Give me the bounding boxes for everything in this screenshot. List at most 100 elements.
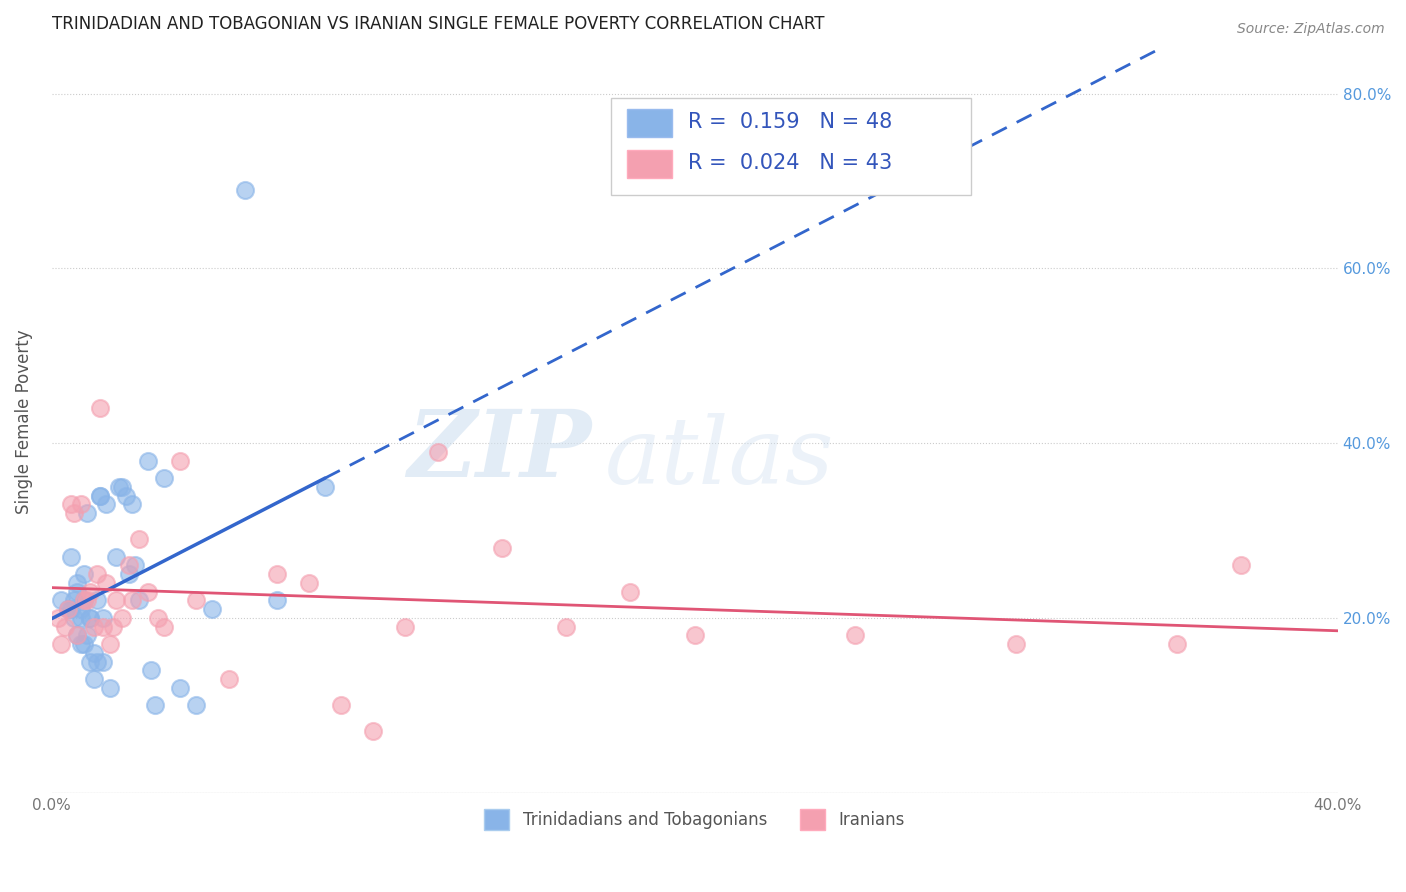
Point bbox=[143, 698, 166, 713]
Point bbox=[111, 611, 134, 625]
Point bbox=[153, 471, 176, 485]
Point bbox=[101, 619, 124, 633]
Point bbox=[98, 637, 121, 651]
Point bbox=[218, 672, 240, 686]
Point bbox=[83, 619, 105, 633]
Point bbox=[63, 611, 86, 625]
Point bbox=[314, 480, 336, 494]
Point bbox=[128, 533, 150, 547]
Point bbox=[683, 628, 706, 642]
Point bbox=[169, 681, 191, 695]
Point bbox=[60, 497, 83, 511]
Point bbox=[96, 497, 118, 511]
Point bbox=[105, 549, 128, 564]
Point bbox=[186, 593, 208, 607]
Point bbox=[91, 655, 114, 669]
Point bbox=[136, 584, 159, 599]
Point bbox=[66, 628, 89, 642]
Point bbox=[69, 497, 91, 511]
Point bbox=[128, 593, 150, 607]
Point bbox=[186, 698, 208, 713]
Point bbox=[619, 584, 641, 599]
Point bbox=[118, 567, 141, 582]
Point bbox=[555, 619, 578, 633]
Point bbox=[108, 480, 131, 494]
Point bbox=[233, 183, 256, 197]
Point bbox=[96, 575, 118, 590]
Point bbox=[89, 489, 111, 503]
Point bbox=[63, 593, 86, 607]
Point bbox=[361, 724, 384, 739]
Point bbox=[105, 593, 128, 607]
Point bbox=[91, 619, 114, 633]
Point bbox=[201, 602, 224, 616]
Point bbox=[266, 567, 288, 582]
Point bbox=[141, 663, 163, 677]
Point bbox=[98, 681, 121, 695]
Point bbox=[86, 655, 108, 669]
Text: atlas: atlas bbox=[605, 413, 834, 503]
Y-axis label: Single Female Poverty: Single Female Poverty bbox=[15, 329, 32, 514]
Legend: Trinidadians and Tobagonians, Iranians: Trinidadians and Tobagonians, Iranians bbox=[478, 803, 911, 837]
Point bbox=[79, 611, 101, 625]
Point bbox=[83, 672, 105, 686]
Point bbox=[51, 637, 73, 651]
Point bbox=[111, 480, 134, 494]
Point bbox=[46, 611, 69, 625]
Bar bbox=[627, 109, 672, 136]
Bar bbox=[627, 150, 672, 178]
FancyBboxPatch shape bbox=[612, 98, 972, 194]
Point bbox=[69, 602, 91, 616]
Point bbox=[169, 453, 191, 467]
Point bbox=[136, 453, 159, 467]
Point bbox=[124, 558, 146, 573]
Point bbox=[76, 628, 98, 642]
Point bbox=[63, 506, 86, 520]
Text: Source: ZipAtlas.com: Source: ZipAtlas.com bbox=[1237, 22, 1385, 37]
Point bbox=[121, 593, 143, 607]
Point bbox=[66, 584, 89, 599]
Point bbox=[86, 593, 108, 607]
Point bbox=[146, 611, 169, 625]
Point bbox=[118, 558, 141, 573]
Point bbox=[330, 698, 353, 713]
Point bbox=[73, 567, 96, 582]
Point bbox=[491, 541, 513, 555]
Point bbox=[56, 602, 79, 616]
Point bbox=[114, 489, 136, 503]
Point bbox=[69, 637, 91, 651]
Point bbox=[73, 593, 96, 607]
Point bbox=[266, 593, 288, 607]
Point bbox=[51, 593, 73, 607]
Point bbox=[89, 401, 111, 416]
Point bbox=[86, 567, 108, 582]
Point bbox=[69, 611, 91, 625]
Point bbox=[73, 637, 96, 651]
Point bbox=[76, 506, 98, 520]
Point bbox=[1230, 558, 1253, 573]
Point bbox=[121, 497, 143, 511]
Point bbox=[153, 619, 176, 633]
Point bbox=[53, 619, 76, 633]
Text: ZIP: ZIP bbox=[408, 406, 592, 496]
Point bbox=[76, 593, 98, 607]
Point bbox=[426, 445, 449, 459]
Point bbox=[56, 602, 79, 616]
Text: R =  0.024   N = 43: R = 0.024 N = 43 bbox=[689, 153, 893, 173]
Point bbox=[1166, 637, 1188, 651]
Point bbox=[79, 611, 101, 625]
Point bbox=[394, 619, 416, 633]
Point bbox=[83, 646, 105, 660]
Point bbox=[89, 489, 111, 503]
Point bbox=[73, 593, 96, 607]
Point bbox=[66, 575, 89, 590]
Point bbox=[298, 575, 321, 590]
Text: R =  0.159   N = 48: R = 0.159 N = 48 bbox=[689, 112, 893, 132]
Point bbox=[1005, 637, 1028, 651]
Point bbox=[844, 628, 866, 642]
Point bbox=[66, 628, 89, 642]
Point bbox=[79, 584, 101, 599]
Point bbox=[60, 549, 83, 564]
Point bbox=[91, 611, 114, 625]
Point bbox=[60, 602, 83, 616]
